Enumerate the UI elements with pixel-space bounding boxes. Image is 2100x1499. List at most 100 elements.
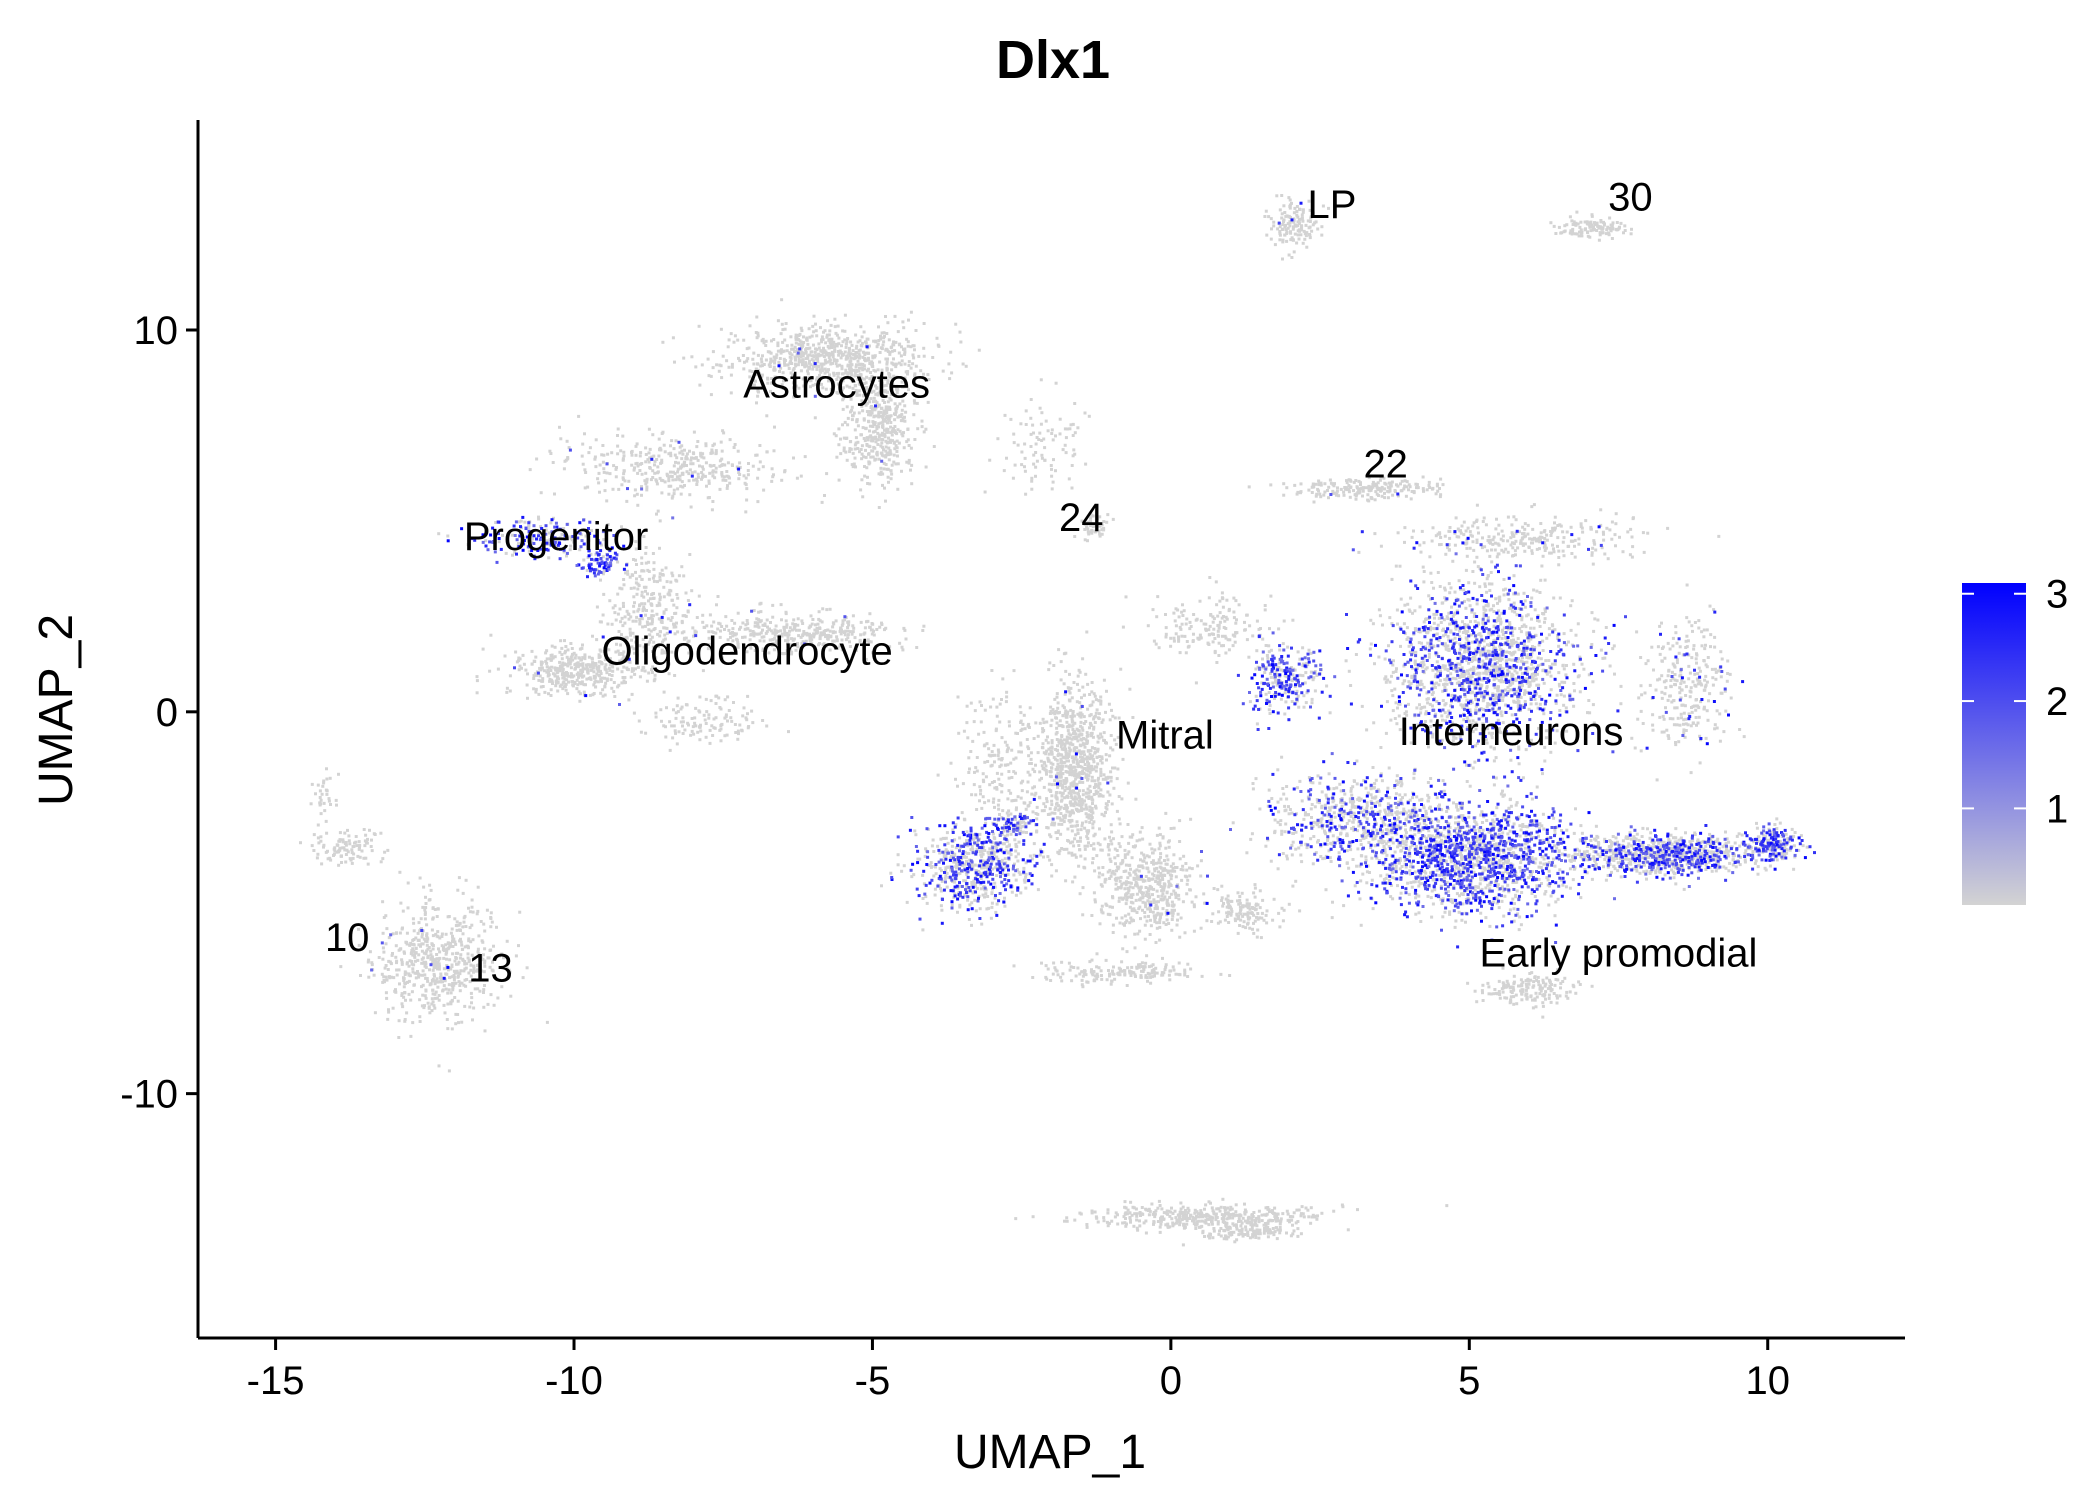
cell-point <box>598 463 602 467</box>
cell-point <box>829 634 833 638</box>
cell-point <box>893 413 897 416</box>
cell-point <box>808 638 812 642</box>
cell-point <box>616 649 620 653</box>
cell-point <box>1513 627 1517 631</box>
cell-point <box>858 348 862 352</box>
cell-point <box>1614 227 1618 231</box>
cell-point <box>1071 454 1075 458</box>
cell-point <box>1333 491 1337 495</box>
cell-point <box>1024 423 1028 426</box>
cell-point <box>1570 219 1574 223</box>
cell-point <box>843 338 847 342</box>
cell-point <box>549 688 553 692</box>
cell-point <box>856 359 860 363</box>
cell-point <box>1319 495 1323 499</box>
cell-point <box>640 569 644 573</box>
cell-point <box>718 635 722 639</box>
cell-point <box>770 479 774 483</box>
cell-point <box>882 336 886 340</box>
cell-point <box>1072 448 1076 452</box>
cell-point <box>1469 691 1473 695</box>
cell-point <box>843 420 847 424</box>
cell-point <box>623 479 627 483</box>
cell-point <box>588 665 592 669</box>
cell-point <box>882 409 886 413</box>
cell-point <box>891 343 895 347</box>
cell-point <box>669 454 673 458</box>
cell-point <box>1383 491 1386 495</box>
cell-point <box>701 452 705 456</box>
cell-point <box>1310 491 1314 494</box>
cell-point <box>864 358 868 362</box>
cell-point <box>901 399 905 403</box>
cell-point <box>1432 612 1436 616</box>
cell-point <box>475 679 479 683</box>
cell-point <box>743 360 746 364</box>
cell-point <box>846 363 850 367</box>
cell-point <box>847 371 851 375</box>
cell-point <box>788 629 792 633</box>
cell-point <box>855 344 859 348</box>
cell-point <box>680 705 684 709</box>
cell-point <box>1329 481 1333 485</box>
cell-point <box>1043 446 1047 450</box>
cell-point <box>1063 427 1067 431</box>
cell-point <box>790 362 794 365</box>
cell-point <box>1292 211 1296 215</box>
cell-point <box>1441 483 1445 487</box>
cell-point <box>763 622 767 626</box>
cell-point <box>1390 577 1394 581</box>
cell-point <box>884 445 888 449</box>
cell-point <box>913 401 917 405</box>
cell-point <box>621 477 625 481</box>
cell-point <box>703 718 707 722</box>
cell-point <box>1562 536 1566 540</box>
cell-point <box>1419 550 1423 554</box>
cell-point <box>904 637 908 641</box>
cell-point <box>1278 225 1282 229</box>
cell-point <box>559 437 563 441</box>
cell-point <box>821 351 825 355</box>
cell-point <box>544 528 548 532</box>
cell-point <box>802 632 806 636</box>
cell-point <box>1494 597 1498 601</box>
cell-point <box>650 668 653 672</box>
cell-point <box>768 361 772 365</box>
cell-point <box>1484 604 1488 608</box>
cell-point <box>879 337 883 341</box>
cell-point <box>888 375 892 379</box>
cell-point <box>620 525 623 529</box>
cell-point <box>1299 233 1303 237</box>
cell-point <box>1418 605 1422 609</box>
cell-point <box>884 383 888 387</box>
cell-point <box>729 332 733 336</box>
cell-point <box>645 679 649 683</box>
cell-point <box>783 338 787 342</box>
cell-point <box>900 380 904 384</box>
cell-point <box>726 461 730 465</box>
cell-point <box>1394 867 1398 871</box>
cell-point <box>759 610 763 614</box>
cell-point <box>1577 542 1581 546</box>
cell-point <box>655 458 659 461</box>
cell-point <box>795 348 799 352</box>
cell-point <box>1094 524 1098 528</box>
cell-point <box>753 649 757 652</box>
cell-point <box>926 373 930 377</box>
cell-point <box>1084 462 1088 466</box>
cell-point <box>873 429 877 433</box>
cell-point <box>881 433 885 437</box>
cell-point <box>558 425 561 429</box>
cell-point <box>1391 670 1395 674</box>
cell-point <box>620 633 623 637</box>
cell-point <box>868 377 872 381</box>
cell-point <box>610 686 614 690</box>
cell-point <box>1371 480 1375 484</box>
cell-point <box>621 676 625 679</box>
cell-point <box>663 480 667 484</box>
cell-point <box>660 719 663 723</box>
cell-point <box>1607 231 1610 235</box>
cell-point <box>1438 679 1442 683</box>
cell-point <box>603 693 607 697</box>
cell-point <box>724 615 728 619</box>
